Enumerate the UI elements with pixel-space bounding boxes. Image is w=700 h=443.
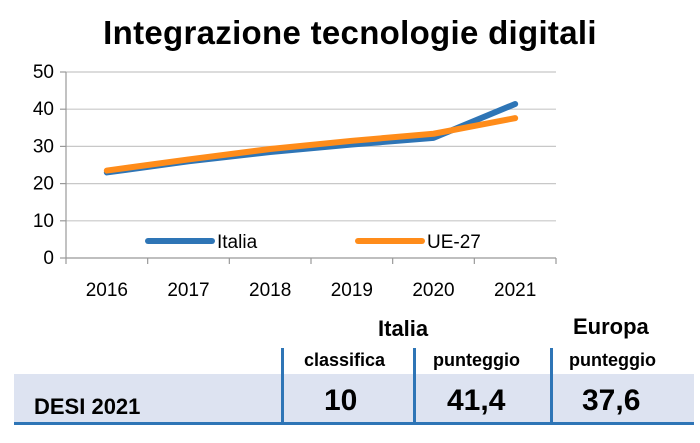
x-tick-label: 2020 (412, 280, 454, 301)
y-tick-label: 20 (33, 174, 54, 195)
italia-classifica-value: 10 (324, 384, 358, 417)
europa-punteggio-value: 37,6 (582, 384, 641, 417)
punteggio-europa-header: punteggio (569, 350, 656, 370)
x-tick-label: 2021 (494, 280, 536, 301)
punteggio-italia-header: punteggio (433, 350, 520, 370)
line-chart: 0 10 20 30 40 50 2016 2017 2018 2019 2020 2021 Ital… (33, 62, 557, 301)
y-tick-label: 50 (33, 62, 54, 83)
legend-label: Italia (217, 232, 258, 253)
x-tick-label: 2018 (249, 280, 291, 301)
y-tick-label: 10 (33, 211, 54, 232)
classifica-header: classifica (304, 350, 386, 370)
italia-header: Italia (378, 316, 429, 341)
column-divider (550, 348, 553, 425)
x-tick-label: 2019 (331, 280, 373, 301)
y-tick-label: 30 (33, 136, 54, 157)
desi-row (14, 374, 694, 422)
europa-header: Europa (573, 314, 649, 339)
legend-label: UE-27 (427, 232, 481, 253)
y-tick-label: 0 (43, 248, 54, 269)
y-tick-label: 40 (33, 99, 54, 120)
column-divider (281, 348, 284, 425)
legend: Italia UE-27 (145, 232, 481, 253)
desi-row-label: DESI 2021 (34, 394, 141, 419)
series-line-ue-27 (103, 115, 519, 174)
axes: 0 10 20 30 40 50 2016 2017 2018 2019 2020 2021 (33, 62, 557, 301)
column-divider (413, 348, 416, 425)
x-tick-label: 2016 (86, 280, 128, 301)
x-tick-label: 2017 (167, 280, 209, 301)
italia-punteggio-value: 41,4 (447, 384, 506, 417)
series-lines (103, 100, 519, 176)
chart-title: Integrazione tecnologie digitali (103, 14, 597, 51)
row-underline (14, 422, 694, 425)
